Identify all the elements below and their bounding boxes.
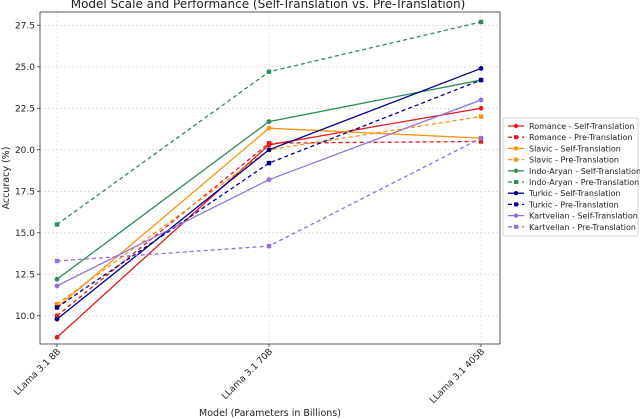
y-axis-ticks: 10.0 12.5 15.0 17.5 20.0 22.5 25.0 27.5 [15, 21, 40, 322]
series-6 [54, 66, 484, 322]
chart-title: Model Scale and Performance (Self-Transl… [71, 0, 466, 11]
legend-label: Slavic - Self-Translation [529, 144, 621, 153]
y-tick-label: 20.0 [15, 146, 35, 156]
data-point [266, 140, 272, 146]
legend-entry: Romance - Self-Translation [508, 122, 635, 131]
legend-entry: Kartvelian - Self-Translation [508, 212, 638, 221]
data-point [266, 177, 272, 183]
data-point [54, 258, 60, 264]
y-tick-label: 15.0 [15, 229, 35, 239]
data-point [54, 276, 60, 282]
legend-box [502, 117, 639, 237]
legend-entry: Indo-Aryan - Self-Translation [508, 167, 640, 176]
legend-marker [513, 123, 519, 129]
data-point [54, 301, 60, 307]
data-point [266, 243, 272, 249]
y-tick-label: 10.0 [15, 312, 35, 322]
y-tick-label: 22.5 [15, 104, 35, 114]
legend-entry: Kartvelian - Pre-Translation [508, 223, 636, 232]
data-point [266, 147, 272, 153]
data-point [54, 305, 60, 310]
legend-entry: Slavic - Pre-Translation [508, 156, 619, 165]
legend-label: Romance - Pre-Translation [529, 133, 633, 142]
series-1 [54, 139, 484, 318]
y-axis-label: Accuracy (%) [1, 147, 12, 210]
x-tick-label: LLama 3.1 8B [12, 347, 63, 398]
data-point [54, 283, 60, 289]
data-point [478, 105, 484, 111]
y-tick-label: 27.5 [15, 21, 35, 31]
series-layer [54, 19, 484, 340]
data-point [54, 334, 60, 340]
data-point [478, 139, 484, 144]
legend-entry: Turkic - Self-Translation [508, 189, 621, 198]
legend-marker [513, 168, 519, 173]
data-point [478, 97, 484, 103]
legend-marker [514, 224, 518, 229]
data-point [266, 160, 272, 166]
legend-marker [513, 191, 519, 196]
data-point [266, 125, 272, 131]
series-8 [54, 97, 484, 289]
series-line [56, 79, 482, 309]
plot-frame [39, 11, 501, 345]
legend-marker [513, 146, 519, 151]
x-tick-label: LLama 3.1 405B [428, 347, 487, 406]
legend-label: Indo-Aryan - Self-Translation [529, 167, 640, 176]
data-point [54, 316, 60, 322]
series-7 [54, 77, 484, 310]
legend-marker [514, 180, 518, 184]
x-axis-ticks: LLama 3.1 8B LLama 3.1 70B LLama 3.1 405B [12, 344, 487, 406]
legend: Romance - Self-Translation Romance - Pre-… [502, 117, 640, 237]
legend-label: Slavic - Pre-Translation [529, 156, 619, 165]
legend-label: Indo-Aryan - Pre-Translation [529, 178, 639, 187]
legend-marker [514, 135, 518, 140]
x-tick-label: LLama 3.1 70B [220, 347, 275, 402]
x-axis-label: Model (Parameters in Billions) [199, 408, 341, 419]
legend-marker [514, 202, 518, 207]
data-point [266, 119, 272, 124]
legend-marker [513, 213, 519, 218]
data-point [478, 66, 484, 71]
legend-entry: Indo-Aryan - Pre-Translation [508, 178, 639, 187]
y-tick-label: 12.5 [15, 270, 35, 280]
legend-label: Turkic - Self-Translation [528, 189, 621, 198]
data-point [478, 135, 484, 141]
legend-marker [514, 157, 518, 162]
data-point [478, 77, 484, 83]
legend-label: Kartvelian - Self-Translation [529, 212, 638, 221]
data-point [54, 313, 60, 318]
legend-label: Turkic - Pre-Translation [528, 200, 619, 209]
data-point [266, 69, 272, 74]
data-point [478, 19, 484, 25]
data-point [54, 222, 60, 227]
series-5 [54, 19, 484, 227]
y-tick-label: 25.0 [15, 63, 35, 73]
legend-entry: Turkic - Pre-Translation [508, 200, 619, 209]
legend-label: Romance - Self-Translation [529, 122, 635, 131]
series-9 [54, 135, 484, 264]
legend-label: Kartvelian - Pre-Translation [529, 223, 636, 232]
data-point [478, 114, 484, 119]
legend-entry: Romance - Pre-Translation [508, 133, 633, 142]
legend-entry: Slavic - Self-Translation [508, 144, 621, 153]
y-tick-label: 17.5 [15, 187, 35, 197]
